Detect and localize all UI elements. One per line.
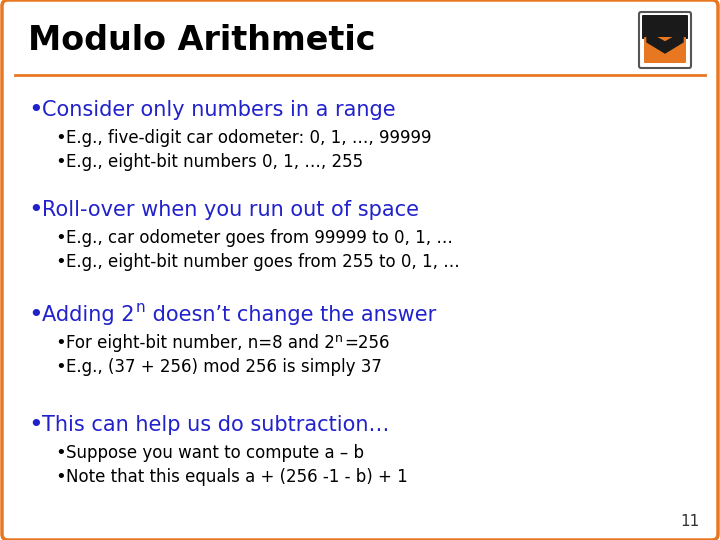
Text: •: • — [55, 468, 66, 486]
Text: •: • — [55, 129, 66, 147]
Text: Modulo Arithmetic: Modulo Arithmetic — [28, 24, 376, 57]
Text: 11: 11 — [680, 515, 700, 530]
Text: •: • — [28, 413, 42, 437]
Text: Note that this equals a + (256 -1 - b) + 1: Note that this equals a + (256 -1 - b) +… — [66, 468, 408, 486]
Text: •: • — [28, 98, 42, 122]
Text: Suppose you want to compute a – b: Suppose you want to compute a – b — [66, 444, 364, 462]
Text: This can help us do subtraction…: This can help us do subtraction… — [42, 415, 390, 435]
Text: •: • — [28, 198, 42, 222]
Text: •: • — [55, 358, 66, 376]
Text: n: n — [135, 300, 145, 315]
FancyBboxPatch shape — [639, 12, 691, 68]
Text: Adding 2: Adding 2 — [42, 305, 135, 325]
FancyBboxPatch shape — [642, 15, 688, 39]
Text: •: • — [55, 253, 66, 271]
Text: E.g., car odometer goes from 99999 to 0, 1, …: E.g., car odometer goes from 99999 to 0,… — [66, 229, 453, 247]
Text: For eight-bit number, n=8 and 2: For eight-bit number, n=8 and 2 — [66, 334, 335, 352]
Text: E.g., five-digit car odometer: 0, 1, …, 99999: E.g., five-digit car odometer: 0, 1, …, … — [66, 129, 431, 147]
Text: •: • — [55, 153, 66, 171]
Text: n: n — [336, 332, 343, 345]
Polygon shape — [647, 32, 683, 53]
Text: E.g., (37 + 256) mod 256 is simply 37: E.g., (37 + 256) mod 256 is simply 37 — [66, 358, 382, 376]
Text: Consider only numbers in a range: Consider only numbers in a range — [42, 100, 395, 120]
Text: E.g., eight-bit number goes from 255 to 0, 1, …: E.g., eight-bit number goes from 255 to … — [66, 253, 460, 271]
Text: =256: =256 — [343, 334, 390, 352]
Text: •: • — [55, 229, 66, 247]
Text: doesn’t change the answer: doesn’t change the answer — [146, 305, 436, 325]
Text: •: • — [55, 334, 66, 352]
Text: E.g., eight-bit numbers 0, 1, …, 255: E.g., eight-bit numbers 0, 1, …, 255 — [66, 153, 363, 171]
FancyBboxPatch shape — [644, 37, 686, 63]
Text: •: • — [28, 303, 42, 327]
Text: Roll-over when you run out of space: Roll-over when you run out of space — [42, 200, 419, 220]
Text: •: • — [55, 444, 66, 462]
